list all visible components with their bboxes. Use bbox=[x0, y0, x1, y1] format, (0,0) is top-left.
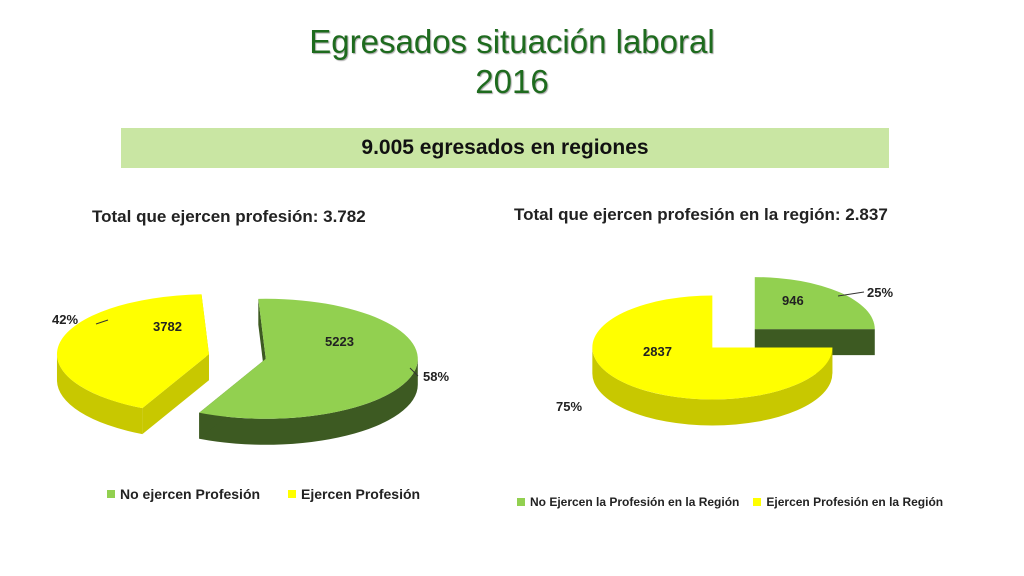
pie-slice-top bbox=[199, 298, 418, 419]
page-title-line2: 2016 bbox=[475, 63, 549, 100]
right-value-label-2: 2837 bbox=[643, 344, 672, 359]
page-title: Egresados situación laboral 2016 bbox=[0, 22, 1024, 102]
legend-label: Ejercen Profesión bbox=[301, 486, 421, 502]
legend-swatch-yellow bbox=[753, 498, 762, 506]
right-chart-legend: No Ejercen la Profesión en la Región Eje… bbox=[517, 495, 971, 509]
leader-line-right-25 bbox=[837, 291, 865, 297]
right-percent-label-2: 75% bbox=[556, 399, 582, 414]
pie-slice-side bbox=[199, 358, 418, 445]
left-value-label-1: 5223 bbox=[325, 334, 354, 349]
pie-slice-top bbox=[592, 295, 833, 400]
left-pie-chart bbox=[56, 294, 418, 445]
page-title-line1: Egresados situación laboral bbox=[309, 23, 715, 60]
legend-item-ejercen-region: Ejercen Profesión en la Región bbox=[753, 495, 943, 509]
legend-swatch-green bbox=[517, 498, 525, 506]
legend-label: No Ejercen la Profesión en la Región bbox=[530, 495, 740, 509]
leader-line-left-42 bbox=[95, 319, 109, 325]
chart-right-title: Total que ejercen profesión en la región… bbox=[514, 205, 888, 224]
graduates-banner: 9.005 egresados en regiones bbox=[121, 128, 889, 168]
pie-slice-1 bbox=[199, 298, 418, 445]
pie-slice-2 bbox=[56, 294, 209, 435]
left-value-label-2: 3782 bbox=[153, 319, 182, 334]
pie-slice-2 bbox=[592, 295, 833, 426]
legend-label: Ejercen Profesión en la Región bbox=[766, 495, 944, 509]
pie-slice-side bbox=[56, 354, 143, 435]
legend-item-no-ejercen: No ejercen Profesión bbox=[107, 486, 260, 502]
legend-swatch-yellow bbox=[288, 490, 297, 498]
legend-item-no-ejercen-region: No Ejercen la Profesión en la Región bbox=[517, 495, 739, 509]
pie-slice-top bbox=[56, 294, 209, 409]
chart-left-title: Total que ejercen profesión: 3.782 bbox=[92, 207, 366, 226]
left-percent-label-2: 42% bbox=[52, 312, 78, 327]
pie-slice-1 bbox=[754, 277, 875, 356]
leader-line-left-58 bbox=[409, 367, 419, 377]
left-percent-label-1: 58% bbox=[423, 369, 449, 384]
right-value-label-1: 946 bbox=[782, 293, 804, 308]
right-percent-label-1: 25% bbox=[867, 285, 893, 300]
pie-slice-side bbox=[592, 347, 833, 426]
pie-slice-cut bbox=[142, 354, 209, 435]
right-pie-chart bbox=[592, 277, 875, 426]
left-chart-legend: No ejercen Profesión Ejercen Profesión bbox=[107, 486, 448, 502]
legend-label: No ejercen Profesión bbox=[120, 486, 261, 502]
legend-item-ejercen: Ejercen Profesión bbox=[288, 486, 420, 502]
legend-swatch-green bbox=[107, 490, 115, 498]
pie-slice-top bbox=[754, 277, 875, 330]
